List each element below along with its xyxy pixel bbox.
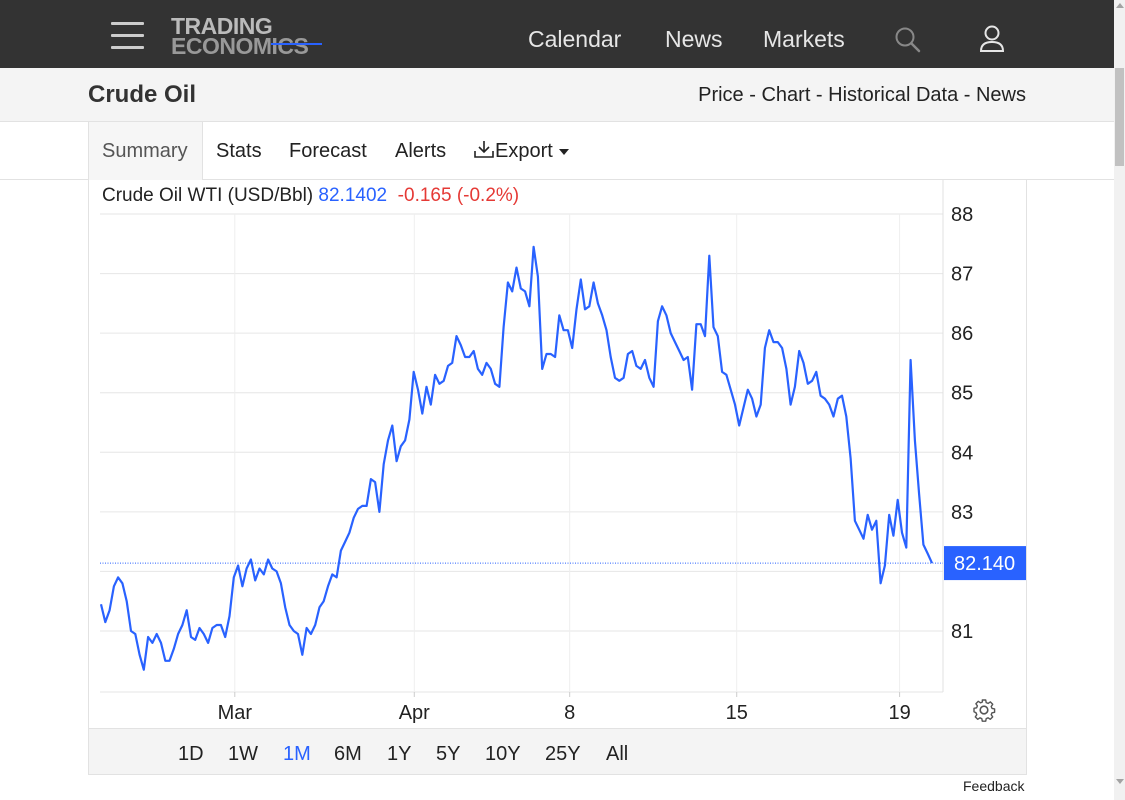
range-1y[interactable]: 1Y: [387, 743, 412, 765]
range-25y[interactable]: 25Y: [545, 743, 581, 765]
legend-series-name: Crude Oil WTI (USD/Bbl): [102, 185, 314, 206]
feedback-link[interactable]: Feedback: [963, 778, 1025, 794]
nav-news[interactable]: News: [665, 26, 723, 52]
download-icon: [474, 141, 494, 158]
nav-calendar[interactable]: Calendar: [528, 26, 622, 52]
range-selector: 1D 1W 1M 6M 1Y 5Y 10Y 25Y All: [89, 728, 1026, 774]
range-1m[interactable]: 1M: [283, 743, 311, 765]
range-5y[interactable]: 5Y: [436, 743, 461, 765]
tab-divider: [0, 179, 1114, 180]
link-chart[interactable]: Chart: [761, 84, 811, 106]
legend-change: -0.165 (-0.2%): [397, 185, 520, 206]
scroll-up-arrow-icon[interactable]: [1116, 3, 1124, 8]
link-price[interactable]: Price: [698, 84, 744, 106]
legend-value: 82.1402: [318, 185, 388, 206]
chart-container: [88, 180, 1027, 775]
tab-alerts[interactable]: Alerts: [395, 140, 447, 162]
top-navigation-bar: TRADING ECONOMICS Calendar News Markets: [0, 0, 1114, 68]
chevron-down-icon: [558, 148, 569, 155]
tab-forecast[interactable]: Forecast: [289, 140, 367, 162]
chart-legend: Crude Oil WTI (USD/Bbl) 82.1402 -0.165 (…: [102, 185, 519, 207]
page-header: Crude Oil Price - Chart - Historical Dat…: [0, 68, 1114, 122]
nav-markets[interactable]: Markets: [763, 26, 845, 52]
scroll-down-arrow-icon[interactable]: [1116, 779, 1124, 784]
search-icon[interactable]: [894, 26, 922, 54]
settings-gear-icon[interactable]: [972, 698, 996, 722]
range-all[interactable]: All: [606, 743, 629, 765]
scrollbar-thumb[interactable]: [1115, 68, 1124, 166]
logo[interactable]: TRADING ECONOMICS: [171, 13, 309, 59]
logo-line-1: TRADING: [171, 13, 273, 39]
tab-summary[interactable]: Summary: [88, 122, 203, 180]
page-title: Crude Oil: [88, 81, 197, 108]
scrollbar-track[interactable]: [1114, 0, 1125, 800]
link-news[interactable]: News: [975, 84, 1026, 106]
user-icon[interactable]: [978, 24, 1006, 54]
tab-export[interactable]: Export: [473, 122, 569, 180]
range-1w[interactable]: 1W: [228, 743, 258, 765]
tab-export-label: Export: [495, 140, 553, 162]
page-links: Price - Chart - Historical Data - News: [698, 84, 1026, 106]
link-historical-data[interactable]: Historical Data: [828, 84, 959, 106]
range-10y[interactable]: 10Y: [485, 743, 521, 765]
logo-line-2: ECONOMICS: [171, 33, 309, 59]
range-1d[interactable]: 1D: [178, 743, 204, 765]
tab-stats[interactable]: Stats: [216, 140, 262, 162]
tab-bar: Summary Stats Forecast Alerts Export: [88, 122, 1027, 180]
menu-icon[interactable]: [111, 22, 144, 49]
range-6m[interactable]: 6M: [334, 743, 362, 765]
active-range-indicator: [271, 43, 322, 45]
